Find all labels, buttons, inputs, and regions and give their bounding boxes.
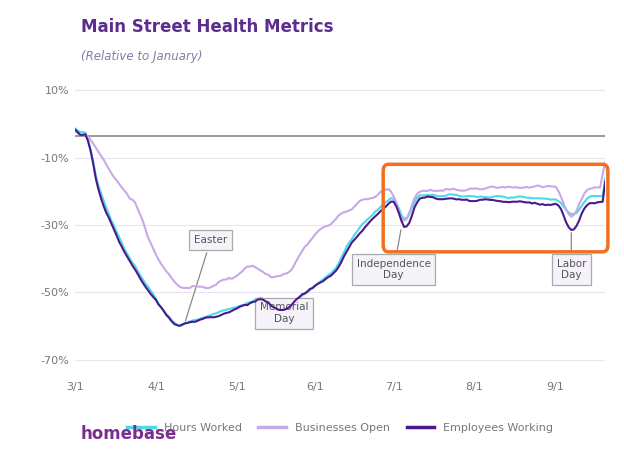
Text: Easter: Easter xyxy=(185,235,227,321)
Text: Labor
Day: Labor Day xyxy=(557,233,586,280)
Text: Memorial
Day: Memorial Day xyxy=(260,302,308,324)
Text: (Relative to January): (Relative to January) xyxy=(81,50,203,63)
Text: Main Street Health Metrics: Main Street Health Metrics xyxy=(81,18,334,36)
Text: Independence
Day: Independence Day xyxy=(357,230,431,280)
Legend: Hours Worked, Businesses Open, Employees Working: Hours Worked, Businesses Open, Employees… xyxy=(122,418,558,437)
Text: homebase: homebase xyxy=(81,425,177,443)
